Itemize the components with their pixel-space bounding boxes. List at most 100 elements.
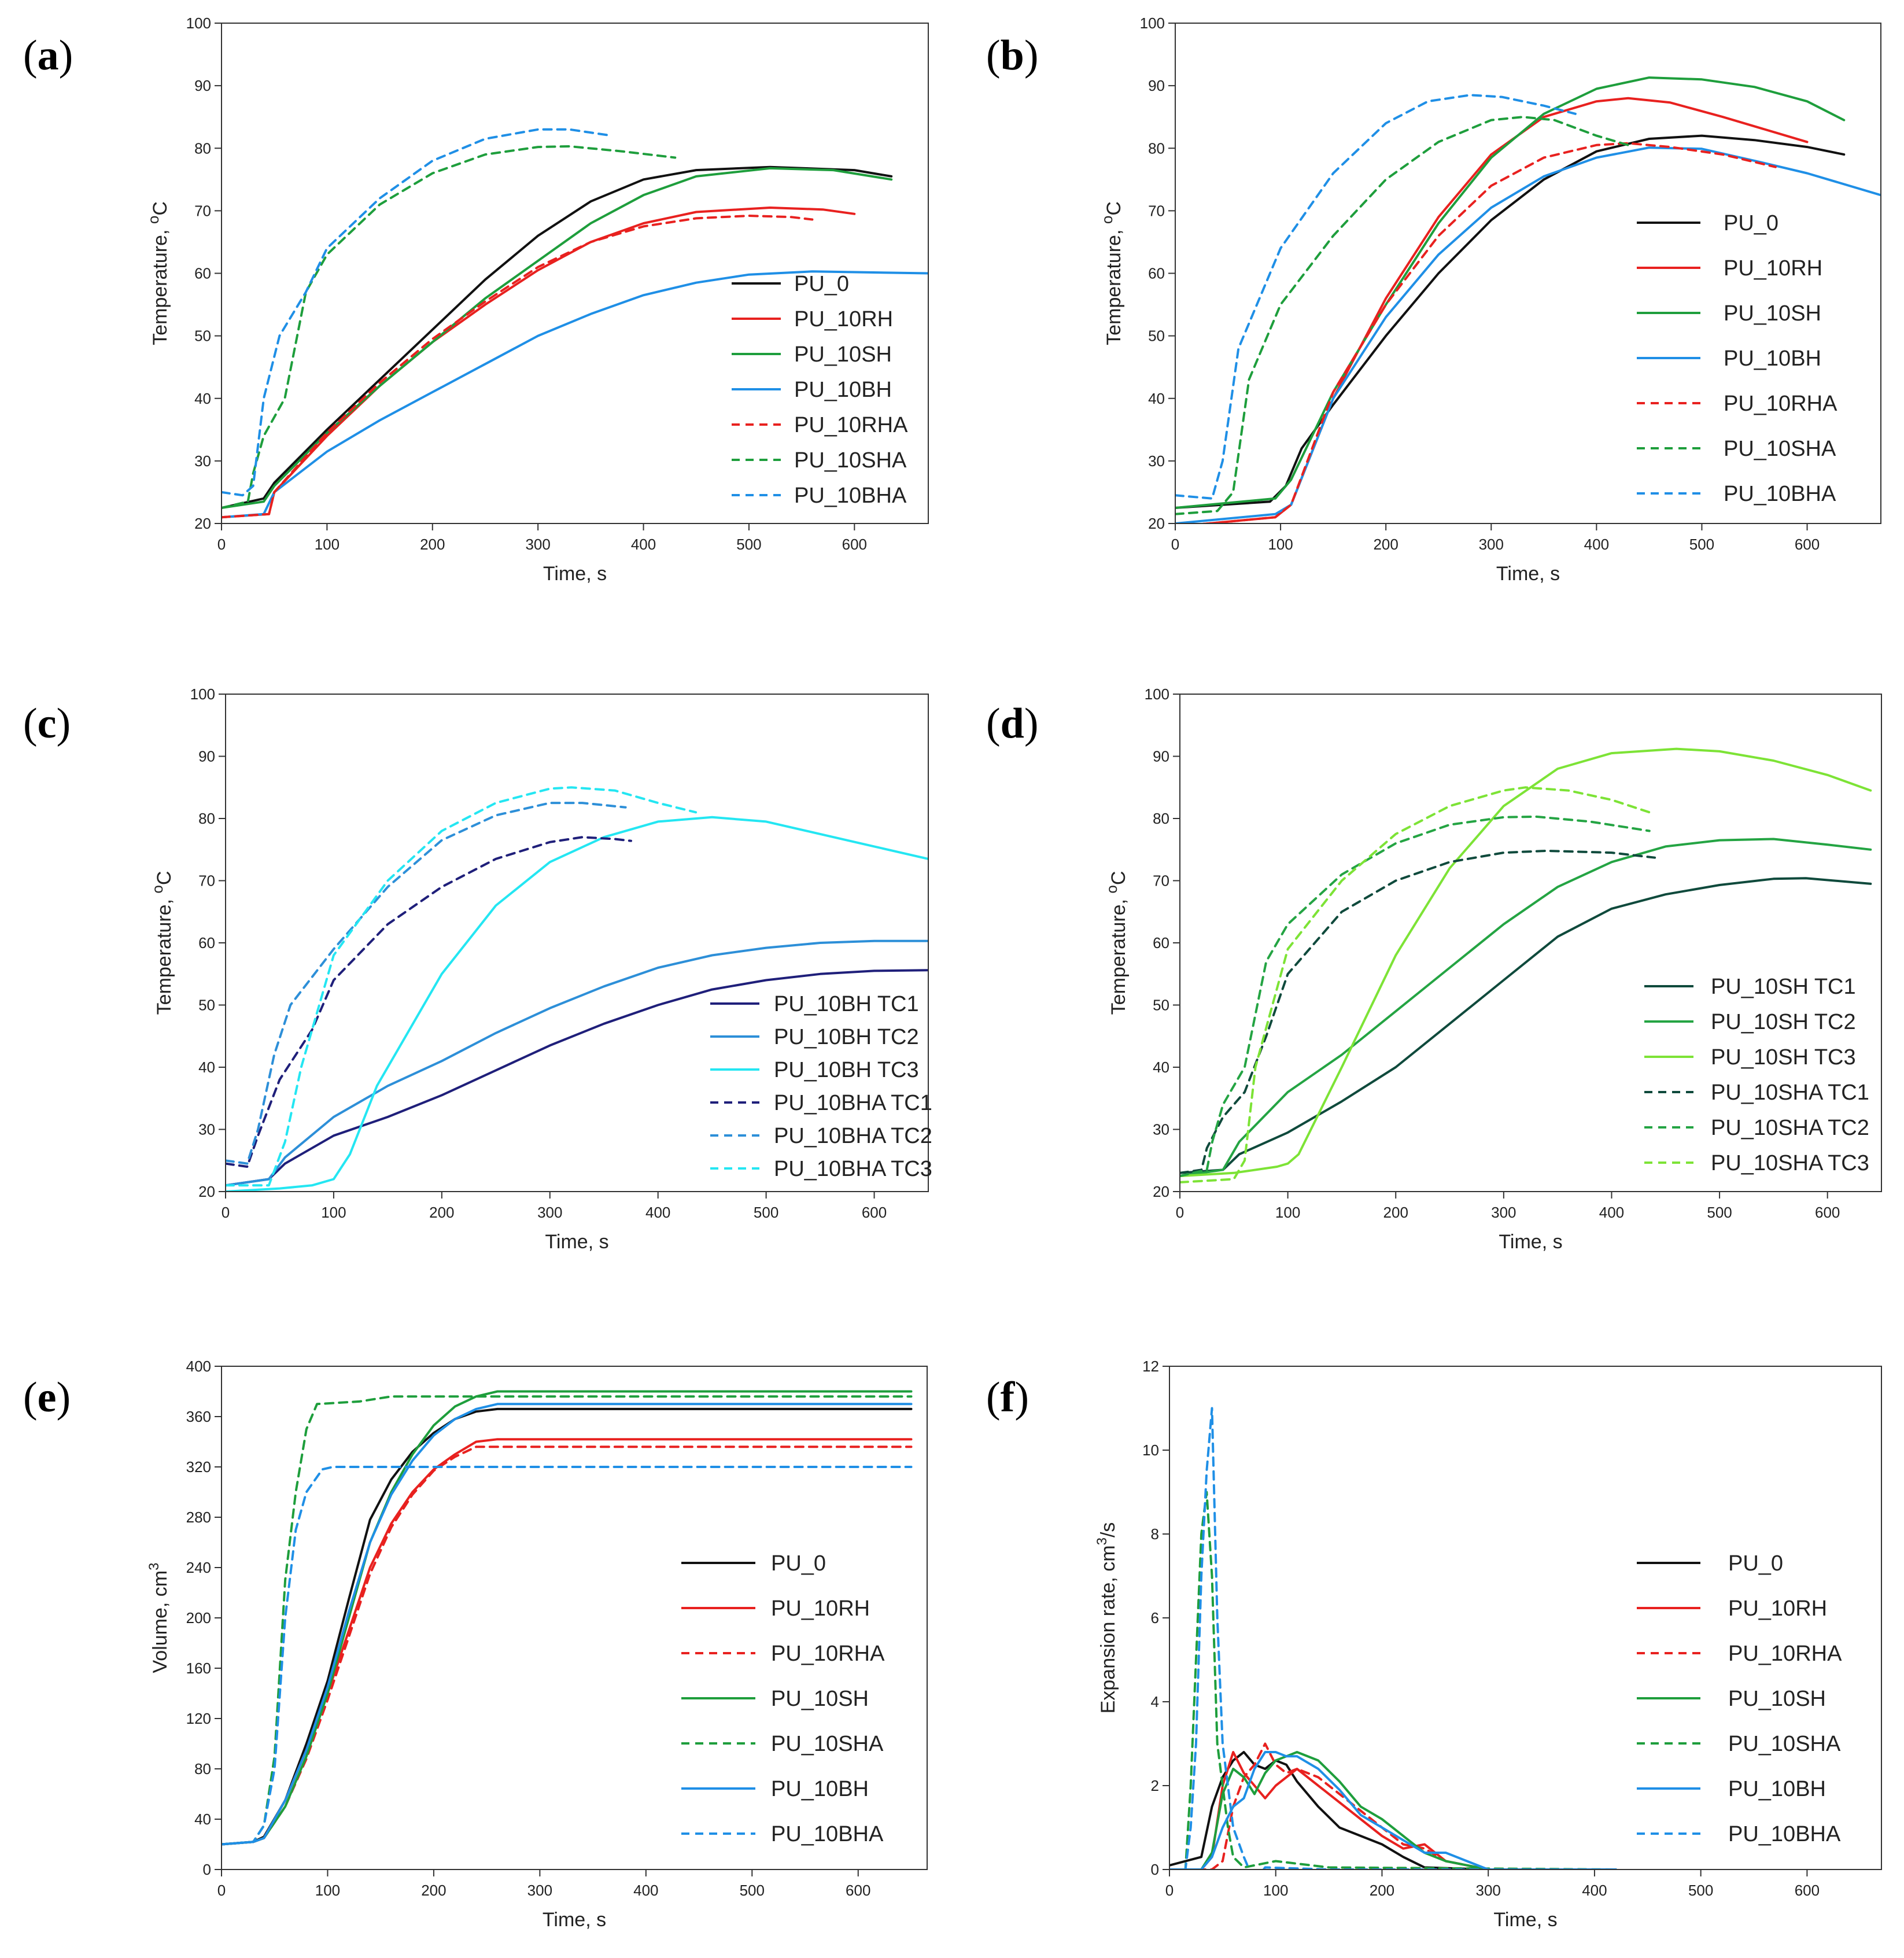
panel-label: (d) <box>986 700 1038 747</box>
x-tick-label: 100 <box>315 1882 340 1899</box>
legend-entry: PU_10SHA <box>1724 437 1836 461</box>
y-axis-label: Temperature, oC <box>145 201 171 345</box>
y-tick-label: 12 <box>1142 1358 1159 1375</box>
y-tick-label: 100 <box>1145 685 1169 703</box>
y-tick-label: 80 <box>194 1760 211 1778</box>
x-tick-label: 400 <box>1584 536 1609 553</box>
legend-entry: PU_10BHA TC1 <box>774 1091 932 1115</box>
y-axis-label: Temperature, oC <box>1103 871 1130 1015</box>
series-line-pu_10sha <box>222 145 677 509</box>
series-line-pu_10bha <box>222 128 613 497</box>
x-tick-label: 0 <box>217 1882 226 1899</box>
legend-entry: PU_0 <box>1724 211 1778 235</box>
x-tick-label: 600 <box>842 536 867 553</box>
series-line-pu_10sh <box>1175 76 1846 509</box>
x-tick-label: 0 <box>222 1204 230 1221</box>
legend-entry: PU_10RH <box>1724 256 1822 281</box>
legend-entry: PU_10SH TC3 <box>1711 1045 1856 1070</box>
panel-label: (b) <box>986 32 1038 79</box>
legend-entry: PU_10BHA <box>1724 482 1836 506</box>
x-tick-label: 0 <box>1171 536 1179 553</box>
x-tick-label: 100 <box>315 536 340 553</box>
series-line-pu_10bh-tc3 <box>226 816 928 1192</box>
y-tick-label: 60 <box>1153 934 1169 952</box>
series-line-pu_10sha <box>1175 116 1629 515</box>
x-tick-label: 500 <box>1689 536 1714 553</box>
x-tick-label: 300 <box>537 1204 562 1221</box>
legend-entry: PU_10SHA TC2 <box>1711 1116 1869 1140</box>
y-tick-label: 70 <box>198 872 215 890</box>
legend-entry: PU_10RHA <box>1724 392 1837 416</box>
y-axis-label: Expansion rate, cm3/s <box>1094 1522 1119 1714</box>
y-tick-label: 80 <box>1148 139 1165 157</box>
x-tick-label: 400 <box>645 1204 670 1221</box>
x-tick-label: 600 <box>1795 1882 1820 1899</box>
x-tick-label: 500 <box>740 1882 765 1899</box>
series-line-pu_10bh <box>222 1403 913 1846</box>
y-tick-label: 200 <box>186 1609 211 1627</box>
y-tick-label: 50 <box>1148 327 1165 345</box>
y-tick-label: 60 <box>194 265 211 282</box>
y-tick-label: 100 <box>1140 14 1165 32</box>
y-tick-label: 10 <box>1142 1441 1159 1459</box>
y-tick-label: 0 <box>1151 1861 1159 1878</box>
y-tick-label: 80 <box>198 810 215 827</box>
legend-entry: PU_10RHA <box>1728 1642 1842 1666</box>
x-tick-label: 400 <box>1582 1882 1607 1899</box>
y-tick-label: 50 <box>1153 997 1169 1014</box>
legend-entry: PU_10BH TC3 <box>774 1058 919 1082</box>
y-tick-label: 50 <box>198 997 215 1014</box>
series-line-pu_10bha <box>222 1466 913 1846</box>
y-tick-label: 360 <box>186 1408 211 1425</box>
series-line-pu_10bh-tc1 <box>226 969 928 1187</box>
series-line-pu_10bh-tc2 <box>226 939 928 1187</box>
panel-label: (c) <box>23 700 71 747</box>
legend-entry: PU_10RH <box>794 307 893 331</box>
legend-entry: PU_10RH <box>771 1596 870 1621</box>
y-tick-label: 70 <box>1148 202 1165 219</box>
series-line-pu_0 <box>222 165 893 509</box>
legend-entry: PU_10SH TC1 <box>1711 975 1856 999</box>
x-tick-label: 200 <box>420 536 445 553</box>
y-tick-label: 90 <box>194 77 211 94</box>
series-line-pu_10bha <box>1169 1407 1617 1869</box>
x-axis-label: Time, s <box>1493 1909 1557 1931</box>
x-tick-label: 600 <box>862 1204 887 1221</box>
legend-entry: PU_10SHA <box>771 1732 884 1756</box>
x-tick-label: 300 <box>1491 1204 1516 1221</box>
y-tick-label: 90 <box>198 748 215 765</box>
y-tick-label: 280 <box>186 1509 211 1526</box>
panel-label: (a) <box>23 32 73 79</box>
x-tick-label: 600 <box>1815 1204 1840 1221</box>
legend-entry: PU_10BHA <box>1728 1822 1841 1846</box>
legend-entry: PU_10BH TC1 <box>774 992 919 1016</box>
legend-entry: PU_10RHA <box>794 413 908 437</box>
series-line-pu_10rha <box>1196 142 1777 523</box>
y-tick-label: 100 <box>190 685 215 703</box>
y-tick-label: 4 <box>1151 1693 1159 1710</box>
y-tick-label: 30 <box>198 1121 215 1138</box>
legend-entry: PU_0 <box>1728 1551 1783 1576</box>
x-tick-label: 0 <box>1165 1882 1174 1899</box>
series-line-pu_10bh <box>222 270 928 519</box>
x-tick-label: 100 <box>1268 536 1293 553</box>
y-tick-label: 50 <box>194 327 211 345</box>
legend-entry: PU_10BH <box>794 378 892 402</box>
y-tick-label: 0 <box>203 1861 211 1878</box>
legend-entry: PU_10SH <box>1728 1687 1826 1711</box>
legend-entry: PU_10SHA TC1 <box>1711 1081 1869 1105</box>
x-axis-label: Time, s <box>1496 563 1560 585</box>
x-tick-label: 200 <box>1370 1882 1394 1899</box>
y-tick-label: 40 <box>198 1059 215 1076</box>
y-tick-label: 80 <box>194 139 211 157</box>
x-tick-label: 500 <box>736 536 761 553</box>
y-tick-label: 40 <box>194 1810 211 1828</box>
y-tick-label: 120 <box>186 1710 211 1727</box>
y-tick-label: 6 <box>1151 1609 1159 1627</box>
y-tick-label: 20 <box>194 515 211 532</box>
x-tick-label: 400 <box>1599 1204 1624 1221</box>
